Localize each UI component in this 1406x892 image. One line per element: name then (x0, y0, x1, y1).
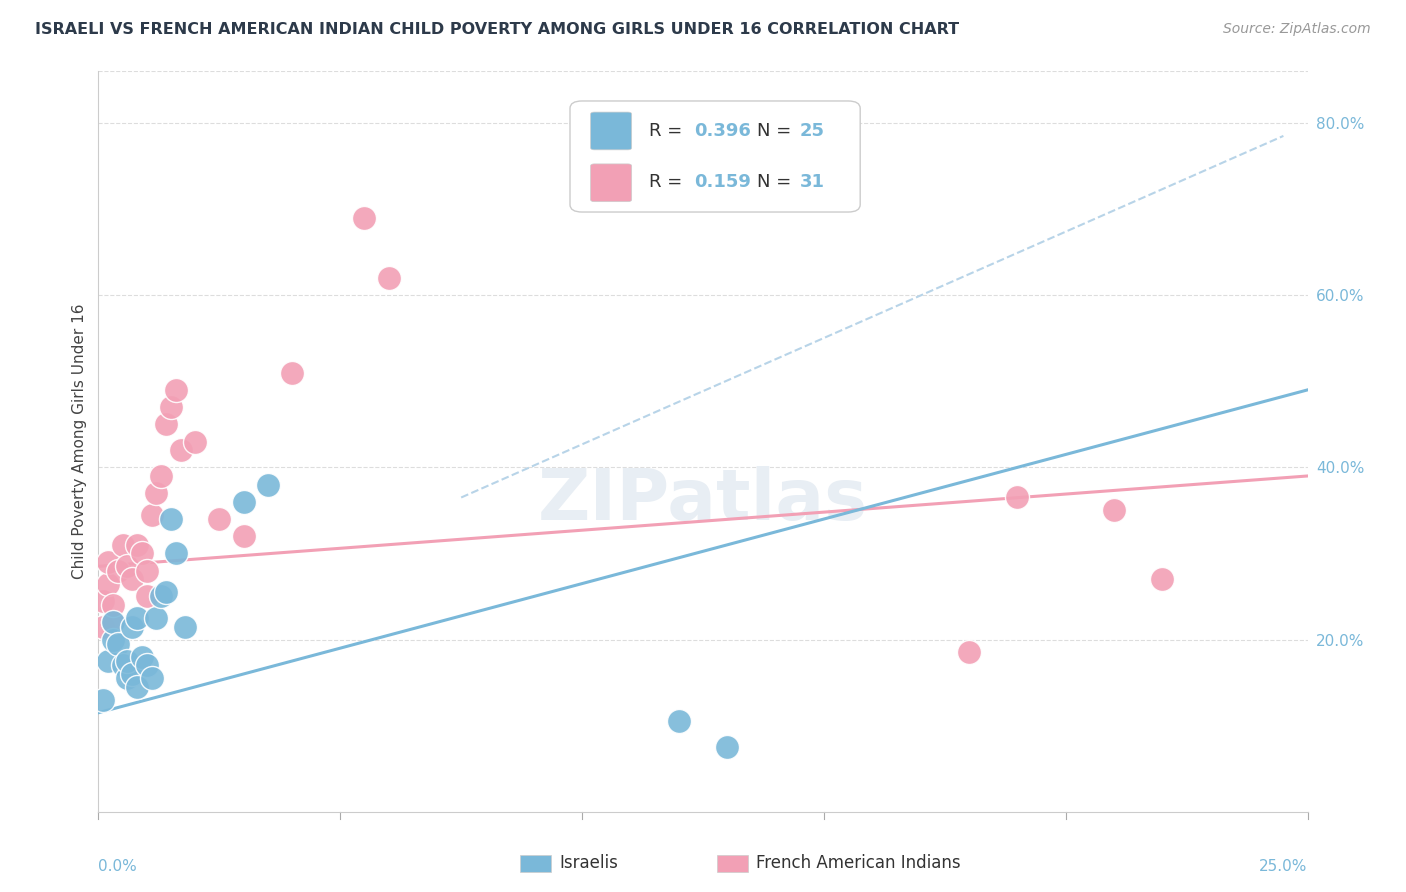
Text: 31: 31 (800, 173, 825, 192)
FancyBboxPatch shape (591, 164, 631, 202)
Text: 25: 25 (800, 121, 825, 139)
Point (716, 740, 738, 755)
Point (377, 271, 399, 285)
Point (208, 512, 231, 526)
Point (281, 366, 304, 380)
Point (135, 658, 157, 673)
Point (1102, 503, 1125, 517)
Y-axis label: Child Poverty Among Girls Under 16: Child Poverty Among Girls Under 16 (72, 304, 87, 579)
Point (155, 417, 177, 432)
Point (97, 654, 120, 668)
Point (117, 654, 139, 668)
Point (97, 576, 120, 591)
Text: N =: N = (758, 173, 797, 192)
FancyBboxPatch shape (591, 112, 631, 150)
Point (101, 615, 124, 630)
Point (135, 564, 157, 578)
Point (232, 495, 254, 509)
Point (141, 508, 163, 522)
Point (91, 693, 114, 707)
Text: 0.159: 0.159 (695, 173, 751, 192)
Point (121, 619, 143, 633)
Point (135, 590, 157, 604)
Point (145, 486, 167, 500)
Point (160, 512, 183, 526)
Point (91, 619, 114, 633)
Point (131, 546, 153, 560)
Point (111, 658, 134, 673)
Point (107, 637, 129, 651)
Point (256, 477, 278, 491)
Text: R =: R = (648, 173, 688, 192)
Point (169, 443, 191, 458)
Point (127, 611, 149, 625)
Point (97, 555, 120, 569)
Point (145, 611, 167, 625)
Text: French American Indians: French American Indians (756, 855, 962, 872)
Point (1152, 572, 1174, 586)
Point (117, 671, 139, 685)
Point (111, 538, 134, 552)
Point (174, 619, 197, 633)
Point (107, 564, 129, 578)
Point (101, 632, 124, 647)
Text: N =: N = (758, 121, 797, 139)
Text: 25.0%: 25.0% (1260, 859, 1308, 874)
Point (1007, 491, 1029, 505)
Point (155, 585, 177, 599)
Text: Israelis: Israelis (560, 855, 619, 872)
Text: 0.396: 0.396 (695, 121, 751, 139)
Point (957, 645, 980, 659)
Point (150, 469, 173, 483)
Point (165, 383, 187, 397)
Point (150, 590, 173, 604)
Text: R =: R = (648, 121, 688, 139)
Point (131, 649, 153, 664)
Text: Source: ZipAtlas.com: Source: ZipAtlas.com (1223, 22, 1371, 37)
Point (91, 594, 114, 608)
Point (353, 211, 375, 225)
Text: 0.0%: 0.0% (98, 859, 138, 874)
Point (121, 572, 143, 586)
Text: ISRAELI VS FRENCH AMERICAN INDIAN CHILD POVERTY AMONG GIRLS UNDER 16 CORRELATION: ISRAELI VS FRENCH AMERICAN INDIAN CHILD … (35, 22, 959, 37)
Text: ZIPatlas: ZIPatlas (538, 467, 868, 535)
Point (232, 529, 254, 543)
Point (184, 434, 207, 449)
Point (101, 598, 124, 612)
Point (165, 546, 187, 560)
Point (101, 615, 124, 630)
Point (160, 400, 183, 414)
Point (668, 714, 690, 729)
Point (117, 559, 139, 574)
Point (141, 671, 163, 685)
FancyBboxPatch shape (569, 101, 860, 212)
Point (127, 680, 149, 694)
Point (127, 538, 149, 552)
Point (121, 667, 143, 681)
